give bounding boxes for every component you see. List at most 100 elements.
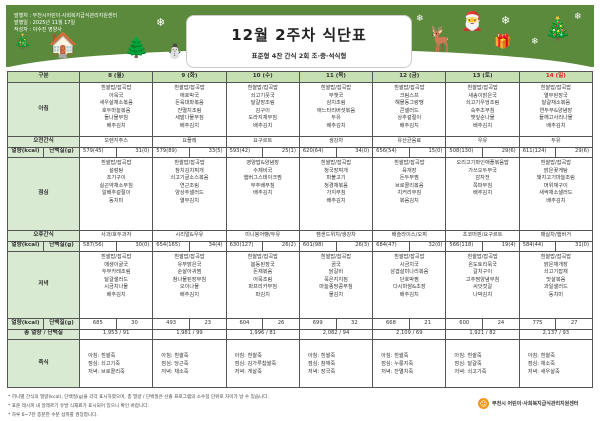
protein-label: 단백질(g) (42, 146, 81, 158)
menu-item: 봄동된장국 (250, 261, 275, 268)
kcal-value: 508(130) (445, 146, 484, 158)
note: * 끼니별 간식의 열량(kcal), 단백질(g)을 각각 표시하였으며, 총… (8, 395, 269, 400)
kcal-value: 654(165) (152, 240, 190, 252)
menu-item: 배추김치 (106, 291, 126, 298)
menu-item: 물김치 (328, 291, 344, 298)
menu-item: 고추찜양념무침 (465, 276, 500, 283)
menu-item: 다시마쌈&초장 (392, 284, 426, 291)
total-value: 1,981 / 99 (152, 328, 227, 340)
am-snack-label: 오전간식 (6, 136, 81, 148)
snowflake-icon: ❄ (574, 12, 582, 22)
menu-item: 두부카레조림 (101, 269, 131, 276)
menu-item: 배추김치 (546, 122, 566, 129)
note: * 표준 레시피 내 알레르기 유발 식재료가 표시되어 있으니 확인 바랍니다… (8, 404, 149, 409)
lunch-menu: 영양밥&양념장 수제비국 햄버그스테이크찜 부추배무침 배추김치 (225, 157, 300, 231)
breakfast-menu: 흰쌀밥/잡곡밥 크림스프 해물동그랑땡 콘샐러드 상추겉절이 배추김치 (372, 82, 447, 137)
protein-value: 31(0) (555, 240, 593, 252)
menu-item: 부추배무침 (250, 182, 275, 189)
menu-item: 브로콜리볶음 (394, 182, 424, 189)
kcal-value: 656(54) (372, 146, 410, 158)
menu-item: 돈육대파볶음 (175, 100, 204, 107)
protein-value: 34(0) (335, 146, 374, 158)
menu-item: 실곤약채소무침 (99, 182, 133, 189)
kcal-value: 684(47) (372, 240, 410, 252)
snack: 미니붕어빵/두유 (225, 230, 300, 242)
kcal-value: 584(44) (518, 240, 557, 252)
menu-item: 매생이굴국 (104, 261, 129, 268)
protein-value: 29(6) (482, 146, 520, 158)
porridge-item: 저녁: 채소죽 (161, 368, 189, 375)
menu-item: 연근조림 (179, 182, 199, 189)
menu-item: 파불고기 (326, 175, 346, 182)
dinner-menu: 흰쌀밥/잡곡밥 봄동된장국 돈채볶음 어묵조림 파프리카무침 파김치 (225, 251, 300, 319)
kcal-value: 566(118) (445, 240, 484, 252)
menu-item: 배추김치 (253, 122, 273, 129)
day-header: 14 (일) (518, 71, 594, 83)
gift-icon: 🎁 (494, 34, 512, 50)
menu-item: 돌나물무침 (104, 115, 129, 122)
porridge-item: 저녁: 브로콜리죽 (88, 368, 125, 375)
protein-value: 29(6) (555, 146, 593, 158)
menu-item: 동치미 (108, 197, 124, 204)
snowman-icon: ⛄ (166, 44, 184, 60)
menu-item: 흰쌀밥/잡곡밥 (540, 85, 572, 91)
menu-item: 크림스프 (399, 92, 419, 99)
notes: * 끼니별 간식의 열량(kcal), 단백질(g)을 각각 표시하였으며, 총… (8, 393, 269, 420)
protein-value: 34(4) (188, 240, 227, 252)
kcal-label: 열량(kcal) (7, 146, 44, 158)
lunch-menu: 흰쌀밥/잡곡밥 참치김치찌개 쇠고기굴소스볶음 연근조림 양상추샐러드 열무김치 (152, 157, 227, 231)
protein-value: 32(0) (408, 240, 447, 252)
menu-item: 쇠고기우엉조림 (465, 100, 500, 107)
menu-item: 치커리무침 (397, 190, 422, 197)
menu-item: 배추김치 (179, 122, 199, 129)
menu-item: 흰쌀밥/잡곡밥 (540, 254, 572, 260)
center-logo: ☺ 부천시 어린이·사회복지급식관리지원센터 (478, 398, 578, 409)
menu-item: 상추겉절이 (397, 115, 422, 122)
protein-value: 33(5) (188, 146, 227, 158)
menu-item: 배추김치 (326, 122, 346, 129)
porridge-item: 저녁: 장국죽 (307, 368, 336, 375)
menu-item: 돈채볶음 (253, 269, 273, 276)
menu-item: 들깨고사리나물 (539, 115, 573, 122)
day-header: 11 (목) (298, 71, 374, 83)
dinner-menu: 흰쌀밥/잡곡밥 온도토리묵국 갈치구이 고추찜양념무침 씨앗젓갈 나박김치 (445, 251, 520, 319)
menu-item: 배추김치 (179, 291, 199, 298)
porridge-item: 점심: 달걀죽 (454, 360, 482, 367)
snack: 매실차/햄버거 (518, 230, 594, 242)
porridge-menu: 아침: 흰쌀죽 점심: 누룽지죽 저녁: 잔멸치죽 (372, 339, 447, 388)
protein-value: 21 (408, 318, 447, 330)
porridge-item: 아침: 흰쌀죽 (234, 352, 262, 359)
lunch-menu: 흰쌀밥/잡곡밥 육개장 돈두부찜 브로콜리볶음 치커리무침 볶음김치 (372, 157, 447, 231)
menu-item: 양상추샐러드 (175, 190, 204, 197)
breakfast-menu: 흰쌀밥/잡곡밥 쇠고기뭇국 달걀장조림 김구이 도라지채무침 배추김치 (225, 82, 300, 137)
porridge-item: 점심: 당근죽 (161, 360, 189, 367)
menu-item: 온도토리묵국 (468, 261, 497, 268)
porridge-item: 아침: 흰쌀죽 (88, 352, 116, 359)
breakfast-menu: 흰쌀밥/잡곡밥 열무된장국 달걀채소볶음 연두부&양념장 들깨고사리나물 배추김치 (518, 82, 594, 137)
snowflake-icon: ❄ (531, 37, 539, 47)
porridge-menu: 아침: 흰쌀죽 점심: 채소죽 저녁: 새우살죽 (518, 339, 594, 388)
porridge-menu: 아침: 흰쌀죽 점심: 참깨죽 저녁: 장국죽 (298, 339, 374, 388)
menu-item: 감자전 (475, 175, 490, 182)
menu-item: 새싹채소샐러드 (539, 190, 573, 197)
menu-item: 묵은지지짐 (324, 276, 348, 283)
day-header: 10 (수) (225, 71, 300, 83)
porridge-menu: 아침: 흰쌀죽 점심: 당근죽 저녁: 채소죽 (152, 339, 227, 388)
kcal-value: 579(89) (152, 146, 190, 158)
menu-item: 애느타리버섯볶음 (316, 107, 356, 114)
menu-item: 달걀채소볶음 (541, 100, 571, 107)
dinner-menu: 흰쌀밥/잡곡밥 곰국 닭갈비 묵은지지짐 마늘종땅콩무침 물김치 (298, 251, 374, 319)
kcal-value: 611(124) (518, 146, 557, 158)
menu-item: 과일샐러드 (543, 284, 568, 291)
kcal-value: 775 (518, 318, 557, 330)
menu-item: 닭갈비 (328, 269, 344, 276)
porridge-item: 아침: 흰쌀죽 (454, 352, 482, 359)
menu-item: 무챗국 (328, 92, 344, 99)
lunch-label: 점심 (6, 157, 81, 231)
menu-item: 흰쌀밥/잡곡밥 (247, 254, 278, 260)
menu-item: 열무김치 (179, 197, 199, 204)
menu-item: 햄버그스테이크찜 (243, 175, 282, 182)
total-value: 2,137 / 93 (518, 328, 594, 340)
porridge-item: 저녁: 새우살죽 (527, 368, 560, 375)
gingerbread-house-icon: 🏠 (48, 31, 78, 59)
